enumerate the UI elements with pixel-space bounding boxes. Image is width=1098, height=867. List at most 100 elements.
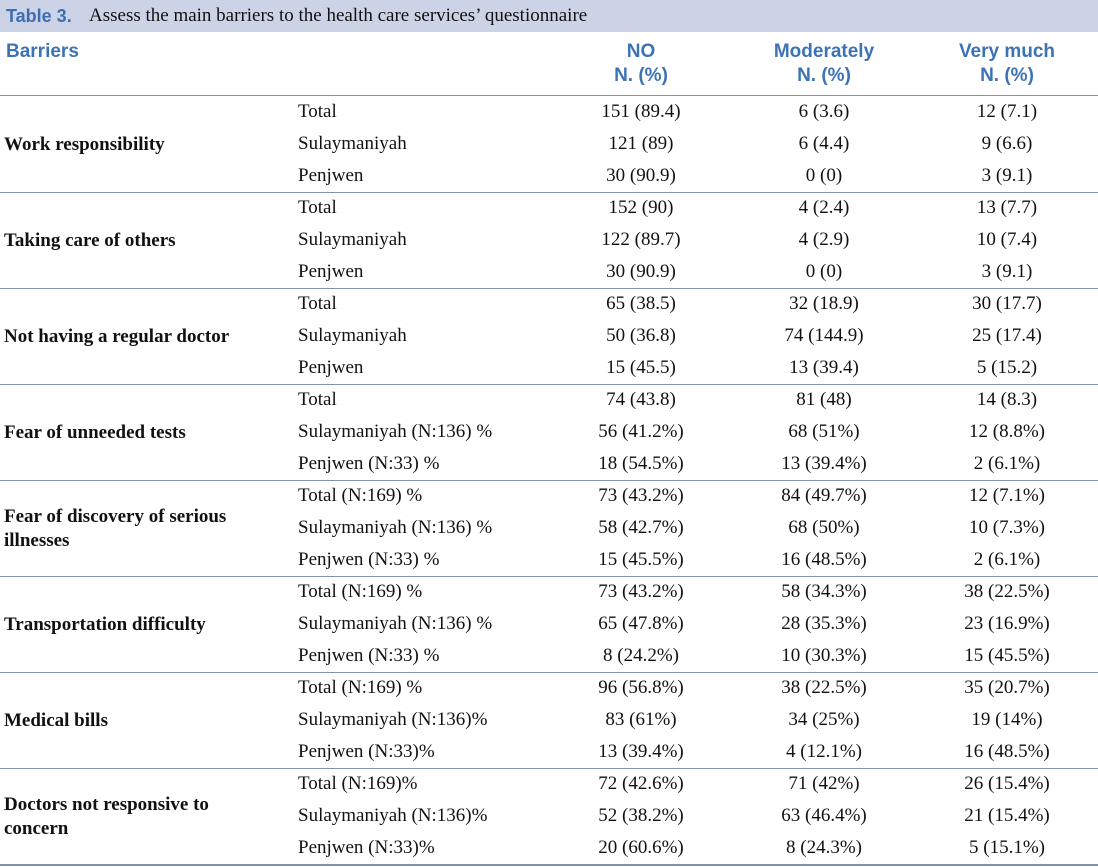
subgroup: Sulaymaniyah (N:136)% [298, 805, 488, 826]
barrier-label: Work responsibility [4, 97, 274, 193]
cell: 3 (9.1) [981, 261, 1033, 282]
group-rule [0, 576, 1098, 577]
cell: 15 (45.5%) [598, 549, 684, 570]
barrier-label: Doctors not responsive to concern [4, 769, 274, 865]
cell: 2 (6.1%) [973, 549, 1041, 570]
cell: 63 (46.4%) [781, 805, 867, 826]
cell: 74 (43.8) [606, 389, 676, 410]
subgroup: Sulaymaniyah (N:136) % [298, 613, 493, 634]
column-name: Moderately [773, 41, 875, 62]
subgroup: Sulaymaniyah (N:136) % [298, 517, 493, 538]
barrier-label: Transportation difficulty [4, 577, 274, 673]
cell: 18 (54.5%) [598, 453, 684, 474]
cell: 121 (89) [608, 133, 674, 154]
header-barriers: Barriers [6, 41, 79, 62]
cell: 81 (48) [796, 389, 852, 410]
cell: 30 (90.9) [606, 165, 676, 186]
group-rule [0, 288, 1098, 289]
column-unit: N. (%) [797, 65, 851, 86]
cell: 15 (45.5%) [964, 645, 1050, 666]
barrier-text: Medical bills [4, 710, 108, 731]
subgroup: Total (N:169)% [298, 773, 418, 794]
cell: 5 (15.1%) [969, 837, 1045, 858]
cell: 12 (8.8%) [969, 421, 1045, 442]
group-rule [0, 192, 1098, 193]
cell: 14 (8.3) [976, 389, 1038, 410]
cell: 30 (17.7) [972, 293, 1042, 314]
cell: 9 (6.6) [981, 133, 1033, 154]
cell: 32 (18.9) [789, 293, 859, 314]
cell: 3 (9.1) [981, 165, 1033, 186]
cell: 12 (7.1) [976, 101, 1038, 122]
subgroup: Sulaymaniyah [298, 325, 407, 346]
subgroup: Penjwen [298, 261, 364, 282]
cell: 10 (7.4) [976, 229, 1038, 250]
barrier-text: Fear of discovery of serious illnesses [4, 506, 227, 551]
cell: 73 (43.2%) [598, 485, 684, 506]
cell: 26 (15.4%) [964, 773, 1050, 794]
barrier-label: Medical bills [4, 673, 274, 769]
cell: 30 (90.9) [606, 261, 676, 282]
barrier-text: Transportation difficulty [4, 614, 206, 635]
cell: 68 (51%) [788, 421, 860, 442]
cell: 38 (22.5%) [964, 581, 1050, 602]
cell: 16 (48.5%) [964, 741, 1050, 762]
barrier-text: Not having a regular doctor [4, 326, 230, 347]
cell: 58 (34.3%) [781, 581, 867, 602]
caption-bar: Table 3. Assess the main barriers to the… [0, 0, 1098, 32]
cell: 96 (56.8%) [598, 677, 684, 698]
cell: 56 (41.2%) [598, 421, 684, 442]
column-name: Very much [958, 41, 1056, 62]
subgroup: Total [298, 293, 337, 314]
subgroup: Sulaymaniyah [298, 133, 407, 154]
cell: 122 (89.7) [601, 229, 681, 250]
subgroup: Total [298, 197, 337, 218]
cell: 38 (22.5%) [781, 677, 867, 698]
group-rule [0, 480, 1098, 481]
cell: 13 (7.7) [976, 197, 1038, 218]
cell: 8 (24.2%) [603, 645, 679, 666]
cell: 4 (2.4) [798, 197, 850, 218]
cell: 6 (4.4) [798, 133, 850, 154]
cell: 8 (24.3%) [786, 837, 862, 858]
cell: 0 (0) [805, 261, 843, 282]
cell: 74 (144.9) [784, 325, 864, 346]
group-rule [0, 864, 1098, 866]
cell: 152 (90) [608, 197, 674, 218]
cell: 35 (20.7%) [964, 677, 1050, 698]
cell: 19 (14%) [971, 709, 1043, 730]
cell: 6 (3.6) [798, 101, 850, 122]
subgroup: Total (N:169) % [298, 485, 423, 506]
caption-label: Table 3. [6, 6, 72, 26]
cell: 25 (17.4) [972, 325, 1042, 346]
cell: 71 (42%) [788, 773, 860, 794]
cell: 10 (7.3%) [969, 517, 1045, 538]
cell: 28 (35.3%) [781, 613, 867, 634]
subgroup: Penjwen (N:33)% [298, 837, 435, 858]
cell: 4 (12.1%) [786, 741, 862, 762]
column-unit: N. (%) [980, 65, 1034, 86]
caption-text: Assess the main barriers to the health c… [89, 5, 588, 26]
barrier-text: Doctors not responsive to concern [4, 794, 209, 839]
cell: 73 (43.2%) [598, 581, 684, 602]
group-rule [0, 672, 1098, 673]
cell: 23 (16.9%) [964, 613, 1050, 634]
subgroup: Penjwen (N:33) % [298, 645, 440, 666]
cell: 15 (45.5) [606, 357, 676, 378]
cell: 50 (36.8) [606, 325, 676, 346]
cell: 10 (30.3%) [781, 645, 867, 666]
cell: 21 (15.4%) [964, 805, 1050, 826]
cell: 83 (61%) [605, 709, 677, 730]
barrier-text: Taking care of others [4, 230, 176, 251]
subgroup: Penjwen (N:33)% [298, 741, 435, 762]
cell: 34 (25%) [788, 709, 860, 730]
subgroup: Total (N:169) % [298, 581, 423, 602]
cell: 13 (39.4%) [598, 741, 684, 762]
cell: 151 (89.4) [601, 101, 681, 122]
subgroup: Sulaymaniyah (N:136) % [298, 421, 493, 442]
cell: 16 (48.5%) [781, 549, 867, 570]
subgroup: Total [298, 101, 337, 122]
group-rule [0, 768, 1098, 769]
barrier-label: Fear of discovery of serious illnesses [4, 481, 274, 577]
cell: 13 (39.4) [789, 357, 859, 378]
